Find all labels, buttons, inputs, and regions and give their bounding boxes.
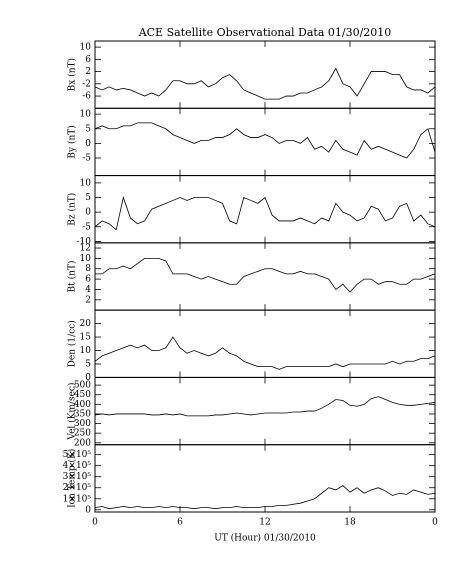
data-line <box>94 485 436 510</box>
x-tick-label: 0 <box>432 518 438 528</box>
y-tick-label: -2 <box>82 79 91 89</box>
y-axis-label: Bx (nT) <box>67 58 78 91</box>
y-tick-label: 4 <box>85 285 91 295</box>
y-tick-label: 300 <box>74 419 91 429</box>
y-tick-label: 5 <box>85 359 91 369</box>
y-tick-label: -5 <box>82 154 91 164</box>
y-tick-label: 5 <box>85 124 91 134</box>
y-tick-label: 2 <box>85 295 91 305</box>
y-tick-label: 15 <box>80 333 92 343</box>
y-tick-label: 4×10⁵ <box>63 461 92 471</box>
y-tick-label: -10 <box>77 237 92 247</box>
y-tick-label: 5 <box>85 193 91 203</box>
y-tick-label: 1×10⁵ <box>63 494 92 504</box>
y-tick-label: 500 <box>74 381 91 391</box>
y-tick-label: 6 <box>85 55 91 65</box>
x-tick-label: 18 <box>344 518 356 528</box>
y-tick-label: 350 <box>74 409 91 419</box>
y-axis-label: By (nT) <box>67 125 78 158</box>
data-line <box>94 67 436 100</box>
y-tick-label: 0 <box>85 139 91 149</box>
y-axis-label: Den (1/cc) <box>67 320 78 367</box>
y-axis-label: Ion Temp (K) <box>67 449 78 508</box>
y-tick-label: 20 <box>80 319 92 329</box>
y-tick-label: 0 <box>85 505 91 515</box>
y-tick-label: 10 <box>80 110 92 120</box>
y-tick-label: 3×10⁵ <box>63 472 92 482</box>
y-tick-label: 0 <box>85 208 91 218</box>
data-line <box>95 257 436 293</box>
y-tick-label: 250 <box>74 429 91 439</box>
data-line <box>94 336 436 370</box>
x-tick-label: 12 <box>259 518 270 528</box>
y-tick-label: 200 <box>74 438 91 448</box>
y-tick-label: 0 <box>85 373 91 383</box>
y-tick-label: 10 <box>80 43 92 53</box>
y-tick-label: 5×10⁵ <box>63 450 92 460</box>
y-tick-label: 10 <box>80 254 92 264</box>
y-axis-label: Vel (Km/sec) <box>67 383 78 441</box>
y-tick-label: 2 <box>85 67 91 77</box>
y-tick-label: 2×10⁵ <box>63 483 92 493</box>
data-line <box>94 196 436 231</box>
x-tick-label: 0 <box>92 518 98 528</box>
chart-title: ACE Satellite Observational Data 01/30/2… <box>138 26 392 39</box>
y-tick-label: 400 <box>74 400 91 410</box>
y-tick-label: 12 <box>80 244 91 254</box>
data-line <box>94 396 436 417</box>
y-tick-label: 8 <box>85 264 91 274</box>
y-axis-label: Bt (nT) <box>67 261 78 293</box>
data-line <box>94 122 436 159</box>
x-tick-label: 6 <box>177 518 183 528</box>
y-tick-label: 10 <box>80 178 92 188</box>
y-tick-label: -6 <box>82 92 91 102</box>
y-tick-label: 450 <box>74 390 91 400</box>
y-tick-label: 10 <box>80 346 92 356</box>
y-tick-label: 6 <box>85 275 91 285</box>
y-axis-label: Bz (nT) <box>67 193 78 226</box>
x-axis-label: UT (Hour) 01/30/2010 <box>214 533 316 544</box>
y-tick-label: -5 <box>82 222 91 232</box>
